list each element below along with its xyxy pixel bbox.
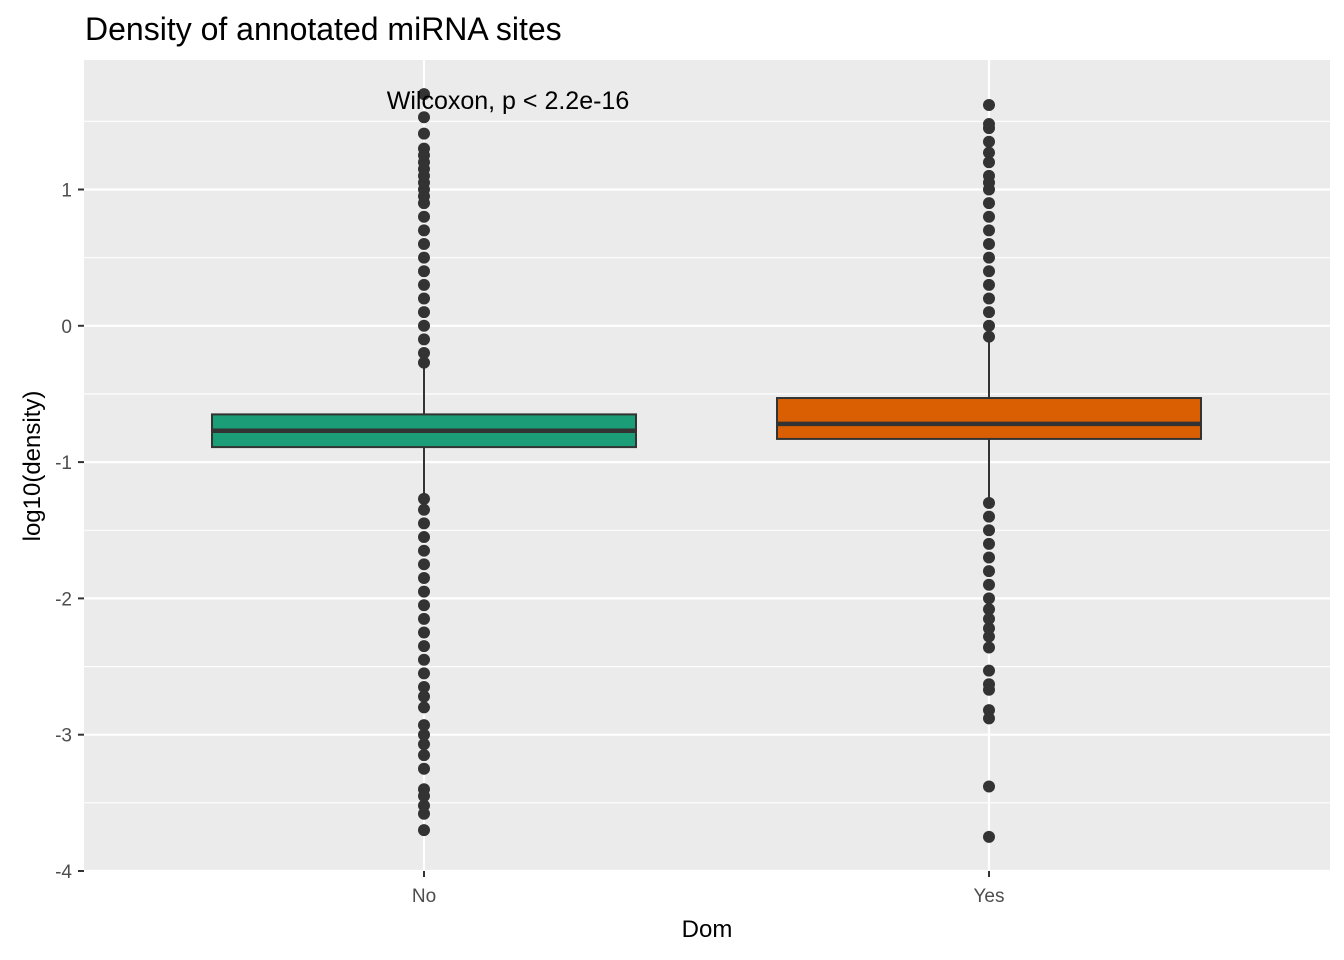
outlier-point <box>418 224 430 237</box>
outlier-point <box>418 667 430 680</box>
outlier-point <box>983 135 995 148</box>
outlier-point <box>418 503 430 516</box>
outlier-point <box>983 830 995 843</box>
outlier-point <box>418 292 430 305</box>
outlier-point <box>418 111 430 124</box>
outlier-point <box>418 251 430 264</box>
outlier-point <box>983 278 995 291</box>
plot-panel <box>84 60 1330 871</box>
box-body <box>776 397 1202 440</box>
outlier-point <box>418 738 430 751</box>
x-tick-label: No <box>412 886 436 907</box>
minor-gridlines <box>84 120 1330 804</box>
outlier-point <box>418 127 430 140</box>
outlier-point <box>418 653 430 666</box>
outlier-point <box>983 118 995 131</box>
y-tick-label: -2 <box>55 589 72 610</box>
outlier-point <box>418 640 430 653</box>
outlier-point <box>418 544 430 557</box>
outlier-point <box>983 146 995 159</box>
outlier-point <box>983 537 995 550</box>
outlier-point <box>418 701 430 714</box>
outlier-point <box>983 319 995 332</box>
y-tick-label: -3 <box>55 726 72 747</box>
outlier-point <box>418 824 430 837</box>
box-no <box>211 88 637 837</box>
outlier-point <box>983 251 995 264</box>
y-tick-label: 0 <box>61 317 72 338</box>
y-axis: 1 0 -1 -2 -3 -4 <box>55 180 84 883</box>
outlier-point <box>418 807 430 820</box>
outlier-point <box>418 265 430 278</box>
outlier-point <box>983 578 995 591</box>
outlier-point <box>983 292 995 305</box>
outlier-point <box>418 762 430 775</box>
outlier-point <box>418 492 430 505</box>
outlier-point <box>983 683 995 696</box>
outlier-point <box>418 333 430 346</box>
wilcoxon-annotation: Wilcoxon, p < 2.2e-16 <box>387 87 630 115</box>
outlier-point <box>983 98 995 111</box>
y-tick-label: 1 <box>61 180 72 201</box>
outlier-point <box>983 197 995 210</box>
outlier-point <box>983 210 995 223</box>
outlier-point <box>983 524 995 537</box>
x-axis-title: Dom <box>682 916 733 943</box>
y-tick-label: -4 <box>55 862 72 883</box>
outlier-point <box>418 319 430 332</box>
outlier-point <box>418 585 430 598</box>
outlier-point <box>418 728 430 741</box>
boxes <box>211 88 1202 843</box>
outlier-point <box>418 626 430 639</box>
outlier-point <box>983 664 995 677</box>
outlier-point <box>418 517 430 530</box>
outlier-point <box>983 630 995 643</box>
y-tick-label: -1 <box>55 453 72 474</box>
x-axis: No Yes <box>412 871 1005 907</box>
outlier-point <box>418 238 430 251</box>
outlier-point <box>418 88 430 101</box>
outlier-point <box>983 510 995 523</box>
outlier-point <box>983 565 995 578</box>
outlier-point <box>983 603 995 616</box>
outlier-point <box>983 238 995 251</box>
outlier-point <box>983 306 995 319</box>
outlier-point <box>418 347 430 360</box>
outlier-point <box>418 356 430 369</box>
outlier-point <box>418 558 430 571</box>
outlier-point <box>983 156 995 169</box>
outlier-point <box>983 265 995 278</box>
outlier-point <box>983 551 995 564</box>
outlier-point <box>983 224 995 237</box>
outlier-point <box>418 612 430 625</box>
outlier-point <box>418 278 430 291</box>
outlier-point <box>983 712 995 725</box>
outlier-point <box>418 306 430 319</box>
outlier-point <box>983 780 995 793</box>
box-yes <box>776 98 1202 843</box>
outlier-point <box>983 169 995 182</box>
outlier-point <box>418 142 430 155</box>
outlier-point <box>418 749 430 762</box>
outlier-point <box>983 496 995 509</box>
outlier-point <box>983 641 995 654</box>
x-tick-label: Yes <box>974 886 1005 907</box>
chart-title: Density of annotated miRNA sites <box>85 11 562 47</box>
outlier-point <box>418 790 430 803</box>
outlier-point <box>418 531 430 544</box>
outlier-point <box>418 210 430 223</box>
outlier-point <box>418 719 430 732</box>
outlier-point <box>983 592 995 605</box>
outlier-point <box>418 571 430 584</box>
outlier-point <box>418 690 430 703</box>
y-axis-title: log10(density) <box>19 391 46 542</box>
outlier-point <box>418 680 430 693</box>
outlier-point <box>983 330 995 343</box>
outlier-point <box>983 612 995 625</box>
outlier-point <box>418 599 430 612</box>
